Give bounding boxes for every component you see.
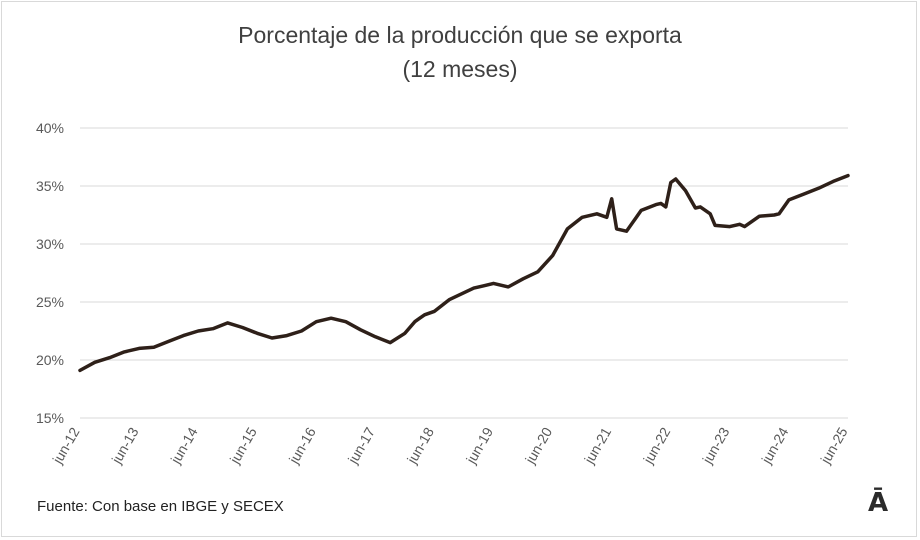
x-tick-label: jun-24 — [758, 424, 792, 467]
x-tick-label: jun-17 — [344, 424, 378, 467]
x-tick-label: jun-22 — [640, 424, 674, 467]
chart-title: Porcentaje de la producción que se expor… — [238, 22, 682, 48]
y-tick-label: 15% — [36, 410, 64, 426]
x-tick-label: jun-12 — [49, 424, 83, 467]
x-tick-label: jun-16 — [285, 424, 319, 467]
x-tick-label: jun-13 — [108, 424, 142, 467]
source-note: Fuente: Con base en IBGE y SECEX — [37, 498, 284, 515]
y-tick-label: 35% — [36, 178, 64, 194]
chart-title-block: Porcentaje de la producción que se expor… — [0, 18, 920, 86]
chart-subtitle: (12 meses) — [402, 56, 518, 82]
x-tick-label: jun-14 — [167, 424, 201, 467]
x-tick-label: jun-23 — [699, 424, 733, 467]
x-tick-label: jun-19 — [462, 424, 496, 467]
x-tick-label: jun-15 — [226, 424, 260, 467]
x-tick-label: jun-20 — [521, 424, 555, 467]
y-tick-label: 40% — [36, 120, 64, 136]
y-tick-label: 25% — [36, 294, 64, 310]
x-tick-label: jun-25 — [817, 424, 851, 467]
brand-logo: Ā — [868, 488, 889, 518]
series-line — [78, 173, 850, 373]
y-tick-label: 30% — [36, 236, 64, 252]
x-tick-label: jun-21 — [580, 424, 614, 467]
y-tick-label: 20% — [36, 352, 64, 368]
x-tick-label: jun-18 — [403, 424, 437, 467]
